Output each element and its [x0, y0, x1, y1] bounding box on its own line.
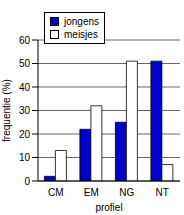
svg-text:50: 50: [19, 58, 31, 69]
svg-text:profiel: profiel: [95, 202, 122, 213]
svg-text:20: 20: [19, 129, 31, 140]
svg-text:30: 30: [19, 105, 31, 116]
svg-text:60: 60: [19, 35, 31, 46]
svg-text:EM: EM: [84, 187, 99, 198]
svg-text:NT: NT: [156, 187, 169, 198]
html-text:meisjes: meisjes: [64, 29, 98, 40]
svg-text:CM: CM: [48, 187, 64, 198]
svg-text:NG: NG: [119, 187, 134, 198]
svg-text:frequentie (%): frequentie (%): [8, 79, 12, 142]
svg-text:10: 10: [19, 152, 31, 163]
svg-text:0: 0: [24, 176, 30, 187]
html-text:jongens: jongens: [64, 16, 99, 27]
svg-text:40: 40: [19, 82, 31, 93]
